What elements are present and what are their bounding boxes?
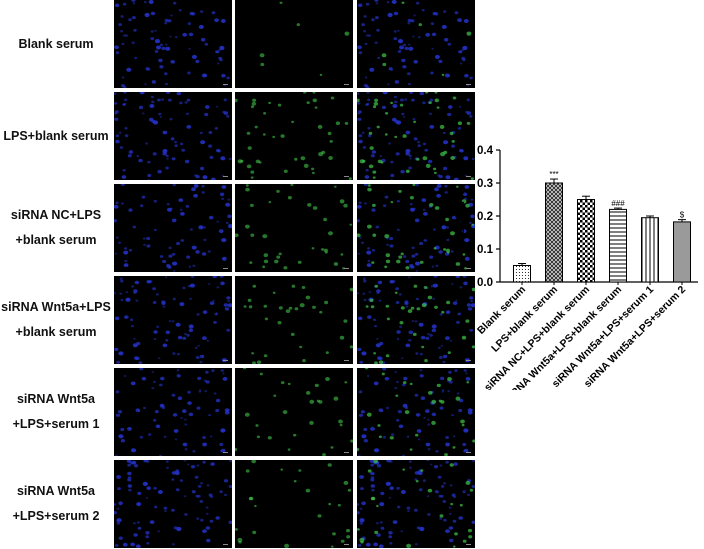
row-label-line: +blank serum [15,325,97,339]
row-label: siRNA Wnt5a+LPS +blank serum [0,276,112,364]
significance-label: *** [549,170,558,179]
tunel-bar-chart: 0.0 0.1 0.2 0.3 0.4 TUNEL/% Blank serum *** LPS+… [440,130,704,405]
y-axis-label: TUNEL/% [455,190,467,242]
y-tick-label: 0.2 [477,211,493,223]
micrograph-merge [357,0,475,88]
micrograph-merge [357,460,475,548]
row-label: siRNA Wnt5a +LPS+serum 2 [0,460,112,548]
bar [513,265,531,283]
micrograph-merge [357,184,475,272]
micrograph-blue-nuclei [114,92,232,180]
y-tick-label: 0.3 [477,178,493,190]
micrograph-green-tunel [235,460,353,548]
row-label-line: Blank serum [18,36,94,51]
micrograph-blue-nuclei [114,184,232,272]
micrograph-blue-nuclei [114,276,232,364]
y-tick-label: 0.1 [477,244,494,256]
row-label-line: +LPS+serum 1 [12,417,100,431]
row-label-line: siRNA Wnt5a [16,484,95,498]
bar [641,217,659,283]
micrograph-green-tunel [235,184,353,272]
row-label-line: +blank serum [15,233,97,247]
row-label: siRNA NC+LPS +blank serum [0,184,112,272]
row-label: siRNA Wnt5a +LPS+serum 1 [0,368,112,456]
micrograph-blue-nuclei [114,368,232,456]
micrograph-merge [357,368,475,456]
bar [609,208,627,283]
row-label-line: siRNA NC+LPS [10,208,102,222]
bar [577,199,595,283]
row-label-line: LPS+blank serum [3,128,109,143]
row-label-line: siRNA Wnt5a+LPS [1,300,111,314]
row-label: Blank serum [0,0,112,88]
micrograph-blue-nuclei [114,460,232,548]
micrograph-merge [357,92,475,180]
row-label-line: siRNA Wnt5a [16,392,95,406]
y-tick-label: 0.0 [477,277,493,289]
y-tick-label: 0.4 [477,145,494,157]
bar [673,221,691,283]
significance-label: ### [611,199,625,208]
bar [545,182,563,283]
significance-label: $ [680,211,685,220]
micrograph-blue-nuclei [114,0,232,88]
micrograph-green-tunel [235,0,353,88]
row-label-line: +LPS+serum 2 [12,509,100,523]
row-label: LPS+blank serum [0,92,112,180]
micrograph-green-tunel [235,368,353,456]
micrograph-green-tunel [235,92,353,180]
micrograph-green-tunel [235,276,353,364]
micrograph-merge [357,276,475,364]
